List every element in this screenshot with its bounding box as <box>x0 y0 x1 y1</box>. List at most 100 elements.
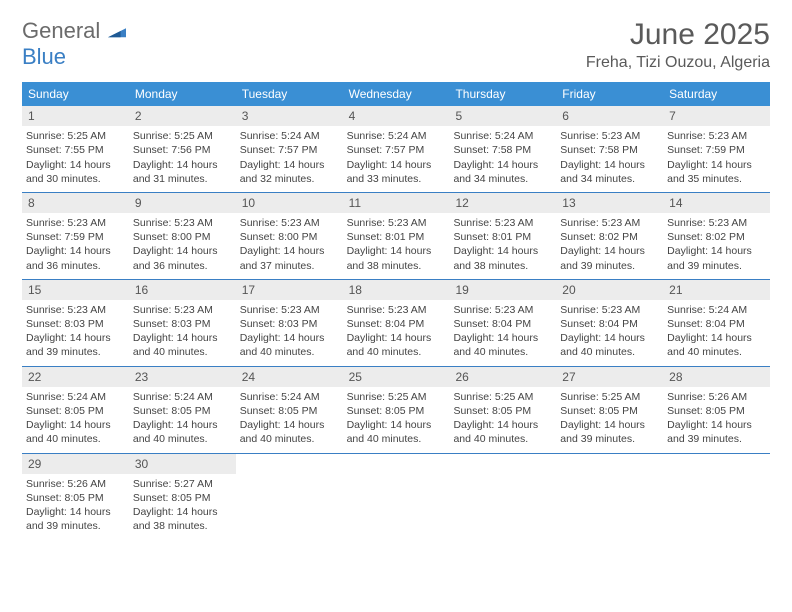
day-body: Sunrise: 5:25 AMSunset: 7:56 PMDaylight:… <box>133 129 232 186</box>
sunset-line: Sunset: 8:05 PM <box>347 404 446 418</box>
day-cell: 4Sunrise: 5:24 AMSunset: 7:57 PMDaylight… <box>343 106 450 192</box>
logo-line1: General <box>22 18 100 43</box>
sunset-line: Sunset: 7:58 PM <box>453 143 552 157</box>
week-row: 22Sunrise: 5:24 AMSunset: 8:05 PMDayligh… <box>22 366 770 453</box>
day-body: Sunrise: 5:23 AMSunset: 7:58 PMDaylight:… <box>560 129 659 186</box>
sunrise-line: Sunrise: 5:23 AM <box>26 303 125 317</box>
sunrise-line: Sunrise: 5:23 AM <box>560 129 659 143</box>
sunset-line: Sunset: 8:03 PM <box>240 317 339 331</box>
daylight-line: Daylight: 14 hours and 40 minutes. <box>347 418 446 446</box>
day-number: 22 <box>22 367 129 387</box>
daylight-line: Daylight: 14 hours and 40 minutes. <box>347 331 446 359</box>
day-cell: 13Sunrise: 5:23 AMSunset: 8:02 PMDayligh… <box>556 193 663 279</box>
day-cell: 11Sunrise: 5:23 AMSunset: 8:01 PMDayligh… <box>343 193 450 279</box>
sunset-line: Sunset: 8:01 PM <box>453 230 552 244</box>
daylight-line: Daylight: 14 hours and 31 minutes. <box>133 158 232 186</box>
day-cell: 30Sunrise: 5:27 AMSunset: 8:05 PMDayligh… <box>129 454 236 540</box>
dow-cell: Friday <box>556 82 663 106</box>
sunrise-line: Sunrise: 5:23 AM <box>26 216 125 230</box>
day-body: Sunrise: 5:23 AMSunset: 7:59 PMDaylight:… <box>667 129 766 186</box>
day-number: 29 <box>22 454 129 474</box>
day-cell: 23 Sunrise: 5:24 AMSunset: 8:05 PMDayligh… <box>129 367 236 453</box>
day-body: Sunrise: 5:23 AMSunset: 8:03 PMDaylight:… <box>240 303 339 360</box>
sunset-line: Sunset: 8:00 PM <box>240 230 339 244</box>
day-body: Sunrise: 5:23 AMSunset: 8:01 PMDaylight:… <box>453 216 552 273</box>
day-cell: 7 Sunrise: 5:23 AMSunset: 7:59 PMDaylight… <box>663 106 770 192</box>
daylight-line: Daylight: 14 hours and 39 minutes. <box>560 244 659 272</box>
day-number: 19 <box>449 280 556 300</box>
day-body: Sunrise: 5:23 AMSunset: 8:04 PMDaylight:… <box>453 303 552 360</box>
sunset-line: Sunset: 7:59 PM <box>667 143 766 157</box>
sunset-line: Sunset: 8:02 PM <box>667 230 766 244</box>
day-number: 5 <box>449 106 556 126</box>
day-number: 11 <box>343 193 450 213</box>
daylight-line: Daylight: 14 hours and 34 minutes. <box>560 158 659 186</box>
day-cell: 20Sunrise: 5:23 AMSunset: 8:04 PMDayligh… <box>556 280 663 366</box>
sunrise-line: Sunrise: 5:23 AM <box>347 216 446 230</box>
day-body: Sunrise: 5:25 AMSunset: 8:05 PMDaylight:… <box>453 390 552 447</box>
day-number: 3 <box>236 106 343 126</box>
daylight-line: Daylight: 14 hours and 40 minutes. <box>240 418 339 446</box>
day-body: Sunrise: 5:23 AMSunset: 8:02 PMDaylight:… <box>560 216 659 273</box>
dow-cell: Thursday <box>449 82 556 106</box>
sunset-line: Sunset: 7:57 PM <box>347 143 446 157</box>
day-body: Sunrise: 5:23 AMSunset: 8:00 PMDaylight:… <box>240 216 339 273</box>
calendar: SundayMondayTuesdayWednesdayThursdayFrid… <box>22 82 770 539</box>
day-cell: 15Sunrise: 5:23 AMSunset: 8:03 PMDayligh… <box>22 280 129 366</box>
day-body: Sunrise: 5:23 AMSunset: 8:02 PMDaylight:… <box>667 216 766 273</box>
day-number: 15 <box>22 280 129 300</box>
sunset-line: Sunset: 8:00 PM <box>133 230 232 244</box>
day-number: 2 <box>129 106 236 126</box>
day-body: Sunrise: 5:27 AMSunset: 8:05 PMDaylight:… <box>133 477 232 534</box>
sunrise-line: Sunrise: 5:23 AM <box>133 303 232 317</box>
daylight-line: Daylight: 14 hours and 40 minutes. <box>560 331 659 359</box>
dow-header-row: SundayMondayTuesdayWednesdayThursdayFrid… <box>22 82 770 106</box>
day-body: Sunrise: 5:23 AMSunset: 8:00 PMDaylight:… <box>133 216 232 273</box>
sunrise-line: Sunrise: 5:23 AM <box>453 216 552 230</box>
daylight-line: Daylight: 14 hours and 40 minutes. <box>240 331 339 359</box>
day-cell: 12Sunrise: 5:23 AMSunset: 8:01 PMDayligh… <box>449 193 556 279</box>
sunrise-line: Sunrise: 5:23 AM <box>667 216 766 230</box>
sunset-line: Sunset: 8:05 PM <box>240 404 339 418</box>
dow-cell: Sunday <box>22 82 129 106</box>
day-number: 23 <box>129 367 236 387</box>
sunset-line: Sunset: 8:05 PM <box>667 404 766 418</box>
dow-cell: Tuesday <box>236 82 343 106</box>
sunset-line: Sunset: 8:02 PM <box>560 230 659 244</box>
dow-cell: Wednesday <box>343 82 450 106</box>
day-cell: 8Sunrise: 5:23 AMSunset: 7:59 PMDaylight… <box>22 193 129 279</box>
day-cell: 24Sunrise: 5:24 AMSunset: 8:05 PMDayligh… <box>236 367 343 453</box>
day-cell: 3Sunrise: 5:24 AMSunset: 7:57 PMDaylight… <box>236 106 343 192</box>
day-body: Sunrise: 5:24 AMSunset: 8:05 PMDaylight:… <box>133 390 232 447</box>
sunset-line: Sunset: 8:05 PM <box>133 491 232 505</box>
daylight-line: Daylight: 14 hours and 39 minutes. <box>667 418 766 446</box>
day-number: 7 <box>663 106 770 126</box>
dow-cell: Monday <box>129 82 236 106</box>
day-number: 6 <box>556 106 663 126</box>
sunrise-line: Sunrise: 5:23 AM <box>133 216 232 230</box>
day-number: 26 <box>449 367 556 387</box>
day-number: 4 <box>343 106 450 126</box>
daylight-line: Daylight: 14 hours and 39 minutes. <box>560 418 659 446</box>
day-body: Sunrise: 5:23 AMSunset: 7:59 PMDaylight:… <box>26 216 125 273</box>
day-body: Sunrise: 5:26 AMSunset: 8:05 PMDaylight:… <box>26 477 125 534</box>
dow-cell: Saturday <box>663 82 770 106</box>
daylight-line: Daylight: 14 hours and 39 minutes. <box>26 505 125 533</box>
day-body: Sunrise: 5:25 AMSunset: 7:55 PMDaylight:… <box>26 129 125 186</box>
sunrise-line: Sunrise: 5:24 AM <box>453 129 552 143</box>
day-cell: 1Sunrise: 5:25 AMSunset: 7:55 PMDaylight… <box>22 106 129 192</box>
sunrise-line: Sunrise: 5:26 AM <box>667 390 766 404</box>
day-cell-empty <box>343 454 450 540</box>
day-number: 21 <box>663 280 770 300</box>
day-body: Sunrise: 5:24 AMSunset: 8:05 PMDaylight:… <box>240 390 339 447</box>
day-cell: 18Sunrise: 5:23 AMSunset: 8:04 PMDayligh… <box>343 280 450 366</box>
sunrise-line: Sunrise: 5:24 AM <box>26 390 125 404</box>
sunrise-line: Sunrise: 5:25 AM <box>453 390 552 404</box>
day-cell: 14Sunrise: 5:23 AMSunset: 8:02 PMDayligh… <box>663 193 770 279</box>
day-cell-empty <box>449 454 556 540</box>
day-number: 27 <box>556 367 663 387</box>
daylight-line: Daylight: 14 hours and 30 minutes. <box>26 158 125 186</box>
day-number: 10 <box>236 193 343 213</box>
daylight-line: Daylight: 14 hours and 38 minutes. <box>347 244 446 272</box>
daylight-line: Daylight: 14 hours and 33 minutes. <box>347 158 446 186</box>
